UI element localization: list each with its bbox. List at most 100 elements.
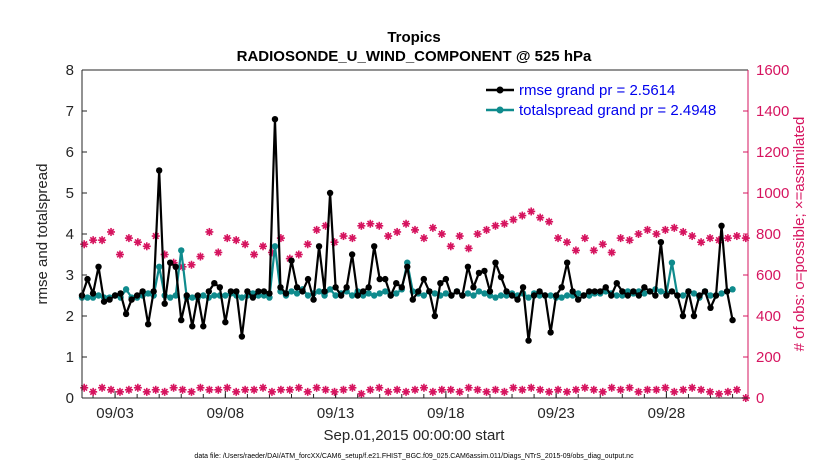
totalspread-point [84,294,91,301]
rmse-point [227,288,235,295]
totalspread-point [558,294,565,301]
rmse-point [133,292,141,299]
obs-possible-marker-dot [341,233,346,239]
obs-assimilated-marker [536,385,545,394]
obs-assimilated-marker-dot [681,387,686,392]
obs-assimilated-marker-dot [108,387,114,392]
totalspread-point [707,292,714,299]
rmse-point [95,263,102,270]
obs-possible-marker-dot [600,242,605,247]
obs-possible-marker [589,246,598,255]
legend-rmse-marker [496,86,504,94]
obs-possible-marker-dot [502,221,507,226]
obs-assimilated-marker-dot [332,389,337,395]
rmse-point [205,288,213,295]
rmse-point [117,290,124,297]
obs-assimilated-marker-dot [260,385,266,390]
rmse-point [371,243,378,250]
rmse-point [503,288,510,295]
obs-possible-marker [428,223,437,232]
obs-assimilated-marker [688,383,697,392]
obs-possible-marker-dot [689,233,695,239]
obs-assimilated-marker [285,385,294,394]
rmse-point [144,321,152,328]
rmse-point [299,288,306,295]
obs-assimilated-marker-dot [627,385,632,390]
obs-possible-marker [688,232,697,241]
legend-spread-marker [496,106,504,114]
obs-possible-marker [250,250,259,259]
obs-assimilated-marker [571,385,580,394]
obs-assimilated-marker [482,387,491,396]
obs-possible-marker [571,246,580,255]
rmse-point [150,288,157,295]
obs-assimilated-marker-dot [278,387,284,392]
totalspread-point [481,290,488,297]
obs-possible-marker-dot [645,227,650,233]
obs-possible-marker [509,215,518,224]
obs-assimilated-marker-dot [180,387,185,392]
obs-possible-marker-dot [707,235,713,241]
obs-assimilated-marker-dot [421,385,427,390]
obs-possible-marker-dot [654,231,659,237]
obs-assimilated-marker [124,385,133,394]
obs-assimilated-marker [714,389,723,398]
rmse-point [536,288,543,295]
obs-possible-marker [518,211,527,220]
obs-possible-marker [616,234,625,243]
obs-assimilated-marker [509,383,518,392]
rmse-point [519,284,527,291]
obs-possible-marker [723,234,732,243]
rmse-point [178,316,185,324]
totalspread-point [271,243,279,250]
obs-possible-marker-dot [99,237,105,243]
y-right-tick-label: 1000 [756,185,789,202]
obs-possible-marker-dot [377,223,382,228]
rmse-point [712,292,720,299]
rmse-point [387,292,394,299]
rmse-point [426,288,433,295]
obs-possible-marker [232,236,241,245]
rmse-point [635,292,643,299]
obs-possible-marker-dot [126,235,132,241]
totalspread-point [657,288,665,295]
obs-assimilated-marker-dot [225,385,230,390]
obs-possible-marker [241,240,250,249]
obs-assimilated-marker [643,385,652,394]
rmse-point [211,280,218,287]
obs-assimilated-marker [98,383,107,392]
rmse-point [343,284,350,291]
obs-assimilated-marker [473,385,482,394]
totalspread-point [222,292,229,299]
totalspread-point [304,292,312,299]
chart-title: Tropics [387,29,440,46]
obs-assimilated-marker [357,389,366,398]
obs-assimilated-marker [634,387,643,396]
obs-possible-marker-dot [216,250,221,255]
totalspread-point [238,294,246,301]
rmse-point [701,288,709,295]
obs-possible-marker [98,236,107,245]
obs-possible-marker [223,234,232,243]
obs-assimilated-marker [464,383,473,392]
legend-rmse-label: rmse grand pr = 2.5614 [519,82,675,99]
obs-assimilated-marker-dot [430,389,436,395]
rmse-point [586,288,593,295]
obs-assimilated-marker-dot [412,387,418,392]
rmse-point [674,292,681,299]
obs-assimilated-marker [589,385,598,394]
rmse-point [315,243,323,250]
obs-assimilated-marker [419,383,428,392]
obs-possible-marker-dot [663,227,668,233]
obs-assimilated-marker-dot [457,389,462,395]
y-tick-label: 4 [66,226,74,243]
obs-assimilated-marker [411,385,419,394]
obs-possible-marker-dot [582,235,588,241]
rmse-point [393,280,400,287]
rmse-point [255,288,262,295]
obs-assimilated-marker [142,387,151,396]
obs-assimilated-marker-dot [296,385,301,390]
y-tick-label: 6 [66,144,74,161]
obs-possible-marker-dot [368,221,373,226]
obs-assimilated-marker [545,387,554,396]
